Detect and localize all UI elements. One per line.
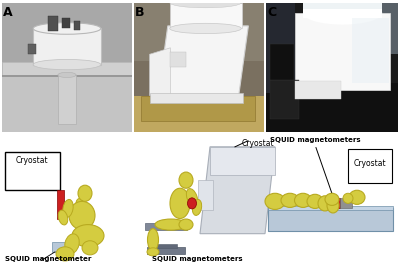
Polygon shape: [158, 26, 248, 101]
Ellipse shape: [318, 196, 332, 211]
FancyBboxPatch shape: [295, 81, 341, 99]
FancyBboxPatch shape: [303, 0, 382, 18]
Ellipse shape: [186, 189, 198, 206]
Ellipse shape: [56, 247, 74, 261]
Ellipse shape: [192, 200, 202, 215]
FancyBboxPatch shape: [52, 242, 70, 252]
Ellipse shape: [170, 0, 241, 8]
Ellipse shape: [179, 172, 193, 188]
FancyBboxPatch shape: [140, 95, 255, 121]
Polygon shape: [210, 147, 275, 175]
Ellipse shape: [343, 193, 353, 203]
FancyBboxPatch shape: [58, 75, 76, 124]
FancyBboxPatch shape: [145, 223, 187, 230]
Ellipse shape: [327, 198, 339, 213]
Ellipse shape: [170, 188, 190, 219]
Ellipse shape: [72, 225, 104, 247]
FancyBboxPatch shape: [147, 247, 185, 254]
FancyBboxPatch shape: [2, 3, 132, 132]
FancyBboxPatch shape: [134, 3, 264, 61]
FancyBboxPatch shape: [348, 149, 392, 183]
FancyBboxPatch shape: [33, 28, 101, 65]
Ellipse shape: [65, 234, 79, 254]
FancyBboxPatch shape: [62, 18, 70, 28]
Text: Cryostat: Cryostat: [354, 160, 386, 168]
Text: SQUID magnetometers: SQUID magnetometers: [152, 256, 242, 262]
Ellipse shape: [69, 201, 95, 230]
FancyBboxPatch shape: [74, 21, 80, 30]
FancyBboxPatch shape: [134, 3, 264, 132]
FancyBboxPatch shape: [266, 83, 398, 132]
FancyBboxPatch shape: [150, 93, 243, 103]
Ellipse shape: [76, 198, 84, 209]
Text: C: C: [267, 6, 276, 19]
Polygon shape: [200, 147, 275, 234]
FancyBboxPatch shape: [352, 18, 389, 83]
Ellipse shape: [281, 193, 299, 207]
FancyBboxPatch shape: [57, 190, 64, 219]
Ellipse shape: [147, 248, 159, 256]
FancyBboxPatch shape: [170, 52, 186, 67]
Ellipse shape: [265, 193, 285, 209]
Ellipse shape: [58, 72, 76, 77]
Ellipse shape: [63, 200, 73, 217]
Text: SQUID magnetometer: SQUID magnetometer: [5, 256, 91, 262]
Ellipse shape: [307, 194, 323, 209]
FancyBboxPatch shape: [340, 198, 352, 209]
FancyBboxPatch shape: [268, 209, 393, 231]
Ellipse shape: [82, 241, 98, 255]
Polygon shape: [150, 48, 170, 95]
Ellipse shape: [188, 198, 196, 209]
Text: Cryostat: Cryostat: [16, 156, 48, 165]
Ellipse shape: [325, 193, 339, 205]
FancyBboxPatch shape: [198, 180, 213, 210]
FancyBboxPatch shape: [268, 206, 393, 210]
Ellipse shape: [78, 185, 92, 201]
Ellipse shape: [349, 190, 365, 204]
FancyBboxPatch shape: [266, 3, 295, 93]
FancyBboxPatch shape: [134, 95, 264, 132]
Text: B: B: [135, 6, 145, 19]
Ellipse shape: [179, 219, 193, 230]
FancyBboxPatch shape: [270, 44, 294, 80]
FancyBboxPatch shape: [266, 3, 398, 132]
FancyBboxPatch shape: [303, 0, 382, 9]
FancyBboxPatch shape: [5, 152, 60, 190]
FancyBboxPatch shape: [270, 80, 299, 119]
FancyBboxPatch shape: [332, 3, 398, 54]
Ellipse shape: [155, 219, 187, 230]
Text: SQUID magnetometers: SQUID magnetometers: [270, 137, 361, 143]
FancyBboxPatch shape: [295, 13, 390, 90]
Ellipse shape: [170, 23, 241, 34]
FancyBboxPatch shape: [0, 132, 400, 266]
FancyBboxPatch shape: [2, 77, 132, 132]
FancyBboxPatch shape: [155, 244, 177, 248]
Ellipse shape: [58, 210, 68, 225]
FancyBboxPatch shape: [2, 3, 132, 83]
Ellipse shape: [33, 23, 101, 34]
Ellipse shape: [303, 1, 382, 24]
FancyBboxPatch shape: [48, 16, 58, 31]
Ellipse shape: [33, 59, 101, 70]
FancyBboxPatch shape: [28, 44, 36, 54]
FancyBboxPatch shape: [170, 3, 242, 28]
Ellipse shape: [294, 193, 312, 207]
FancyBboxPatch shape: [2, 62, 132, 77]
FancyBboxPatch shape: [2, 75, 132, 83]
FancyBboxPatch shape: [330, 198, 340, 209]
Ellipse shape: [148, 229, 158, 251]
Text: A: A: [3, 6, 13, 19]
Text: Cryostat: Cryostat: [242, 139, 274, 148]
